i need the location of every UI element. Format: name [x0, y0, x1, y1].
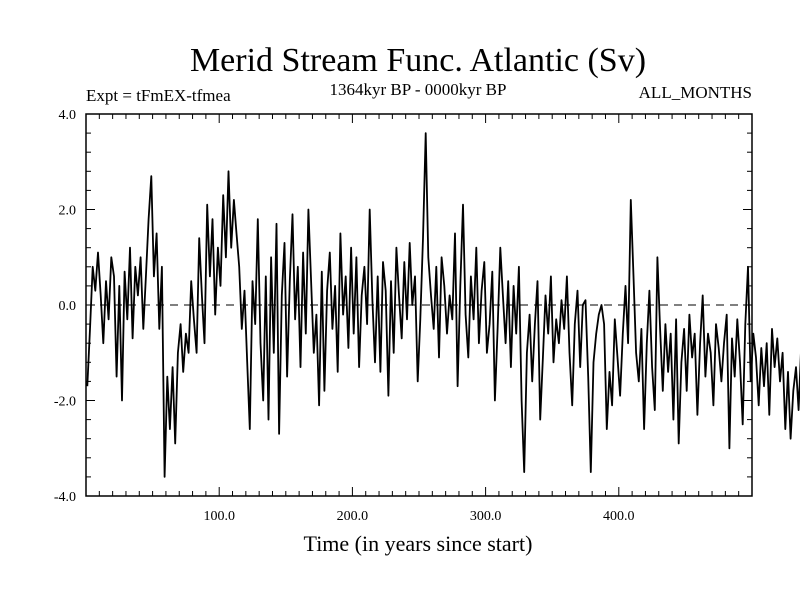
x-tick-label: 100.0: [203, 509, 235, 524]
y-tick-label: 2.0: [59, 204, 77, 219]
months-label: ALL_MONTHS: [639, 83, 752, 102]
x-tick-label: 200.0: [337, 509, 369, 524]
y-tick-label: -2.0: [54, 395, 76, 410]
y-tick-label: 4.0: [59, 108, 77, 123]
series-line: [86, 132, 800, 478]
x-axis: 100.0 200.0 300.0 400.0: [98, 114, 740, 524]
chart-title: Merid Stream Func. Atlantic (Sv): [190, 42, 646, 79]
y-tick-label: -4.0: [54, 490, 76, 505]
x-axis-label: Time (in years since start): [304, 531, 533, 556]
experiment-label: Expt = tFmEX-tfmea: [86, 86, 231, 105]
x-tick-label: 400.0: [603, 509, 635, 524]
y-tick-label: 0.0: [59, 299, 77, 314]
y-axis: 4.0 2.0 0.0 -2.0 -4.0: [54, 108, 752, 505]
period-label: 1364kyr BP - 0000kyr BP: [330, 80, 507, 99]
x-tick-label: 300.0: [470, 509, 502, 524]
